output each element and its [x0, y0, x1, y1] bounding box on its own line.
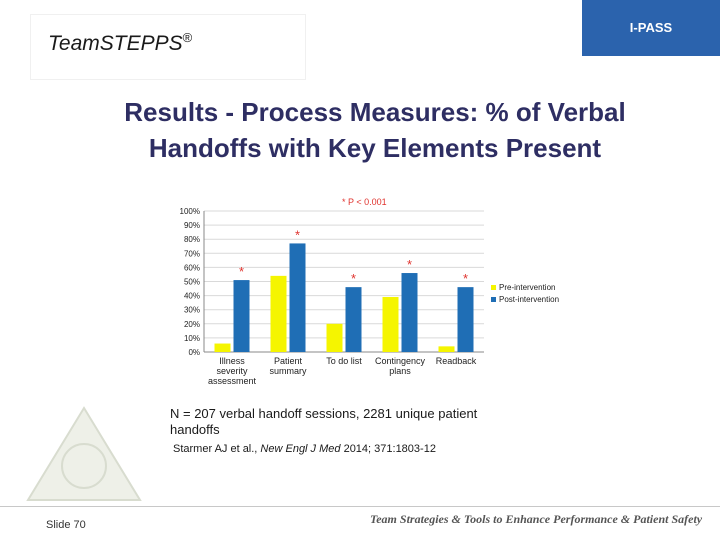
- bar-post-intervention: [345, 287, 362, 352]
- ipass-tab: [582, 0, 720, 56]
- bar-post-intervention: [457, 287, 474, 352]
- y-tick-label: 30%: [184, 306, 200, 315]
- x-tick-label: assessment: [208, 376, 257, 386]
- significance-note: * P < 0.001: [342, 197, 387, 207]
- x-tick-label: To do list: [326, 356, 362, 366]
- triangle-watermark-icon: [26, 406, 142, 501]
- y-tick-label: 90%: [184, 221, 200, 230]
- x-tick-label: Patient: [274, 356, 303, 366]
- bar-chart: 0% 10% 20% 30% 40% 50% 60% 70% 80% 90% 100% * Illnes…: [180, 197, 560, 386]
- bar-pre-intervention: [214, 343, 231, 352]
- title-line-2: Handoffs with Key Elements Present: [148, 133, 602, 163]
- slide-number: Slide 70: [46, 519, 86, 531]
- y-tick-label: 20%: [184, 320, 200, 329]
- bar-pre-intervention: [438, 346, 455, 352]
- citation: Starmer AJ et al., New Engl J Med 2014; …: [173, 443, 436, 455]
- y-tick-label: 100%: [180, 207, 200, 216]
- chart-card: [166, 192, 484, 398]
- legend-swatch-pre: [491, 285, 496, 290]
- bar-post-intervention: [401, 273, 418, 352]
- x-tick-label: Contingency: [375, 356, 426, 366]
- sample-size-note: N = 207 verbal handoff sessions, 2281 un…: [170, 406, 478, 437]
- bar-pre-intervention: [270, 275, 287, 352]
- x-tick-label: severity: [216, 366, 248, 376]
- bar-post-intervention: [233, 280, 250, 352]
- legend-label-pre: Pre-intervention: [499, 283, 555, 292]
- slide-title: Results - Process Measures: % of Verbal …: [60, 94, 690, 166]
- legend-swatch-post: [491, 297, 496, 302]
- significance-marker: *: [463, 271, 468, 286]
- y-tick-label: 10%: [184, 334, 200, 343]
- brand-box: [30, 14, 306, 80]
- legend-label-post: Post-intervention: [499, 295, 559, 304]
- y-tick-label: 40%: [184, 292, 200, 301]
- x-tick-label: Illness: [219, 356, 245, 366]
- y-tick-label: 0%: [188, 348, 200, 357]
- x-tick-label: summary: [269, 366, 307, 376]
- footer-tagline: Team Strategies & Tools to Enhance Perfo…: [370, 512, 703, 526]
- y-tick-label: 50%: [184, 278, 200, 287]
- footer-divider: [0, 506, 720, 507]
- significance-marker: *: [351, 271, 356, 286]
- x-tick-label: plans: [389, 366, 411, 376]
- y-tick-label: 80%: [184, 235, 200, 244]
- ipass-label: I-PASS: [629, 20, 673, 35]
- teamstepps-logo-text: TeamSTEPPS®: [48, 30, 193, 55]
- bar-pre-intervention: [326, 323, 343, 352]
- significance-marker: *: [239, 264, 244, 279]
- significance-marker: *: [295, 227, 300, 242]
- bar-post-intervention: [289, 243, 306, 352]
- significance-marker: *: [407, 257, 412, 272]
- y-tick-label: 70%: [184, 249, 200, 258]
- y-tick-label: 60%: [184, 263, 200, 272]
- title-line-1: Results - Process Measures: % of Verbal: [124, 97, 626, 127]
- bar-pre-intervention: [382, 297, 399, 352]
- x-tick-label: Readback: [436, 356, 477, 366]
